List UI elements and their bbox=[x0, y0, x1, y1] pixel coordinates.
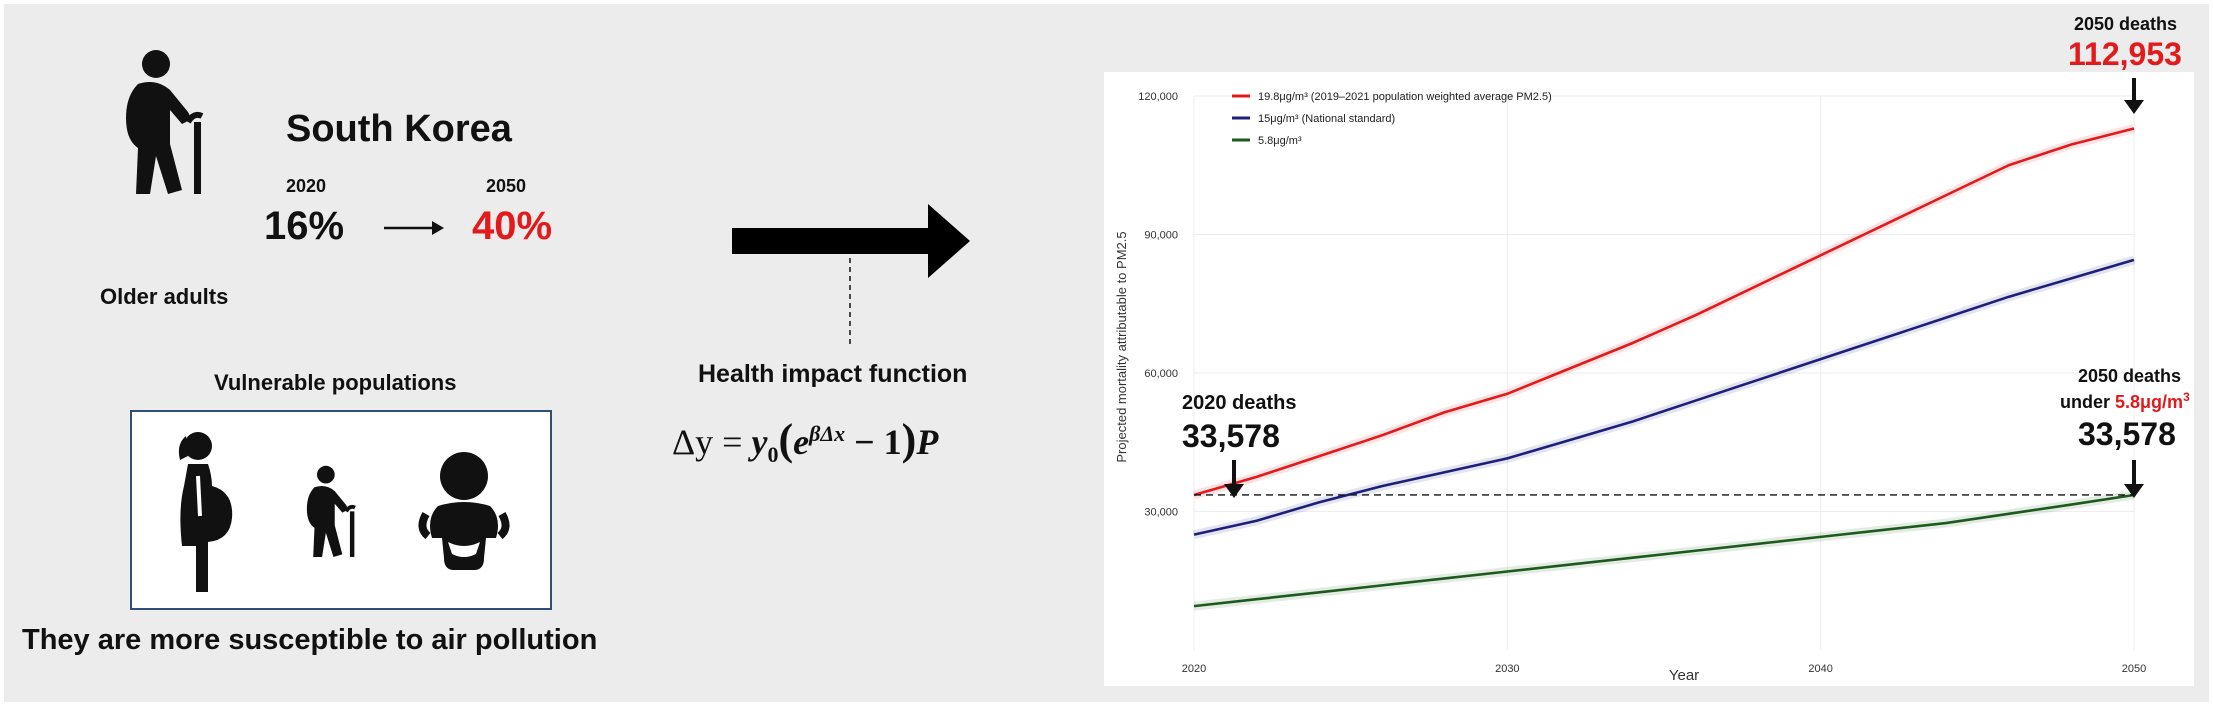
year-start-label: 2020 bbox=[286, 176, 327, 196]
y-tick-label: 90,000 bbox=[1144, 230, 1178, 242]
chart-panel: 30,000 60,000 90,000 120,000 2020 2030 2040 20… bbox=[1104, 72, 2194, 686]
elderly-person-icon bbox=[306, 465, 356, 557]
pct-end-value: 40% bbox=[472, 204, 553, 248]
x-tick-label: 2050 bbox=[2122, 663, 2146, 675]
figure-background: South Korea 2020 2050 16% 40% Older adul… bbox=[4, 4, 2209, 702]
equation-open-paren: ( bbox=[778, 415, 794, 464]
vulnerable-title: Vulnerable populations bbox=[214, 370, 457, 395]
legend-label: 5.8μg/m³ bbox=[1258, 135, 1302, 147]
down-arrow-icon bbox=[1224, 460, 1244, 498]
condition-under: under bbox=[2060, 392, 2116, 412]
equation-minus-one: − 1 bbox=[845, 422, 902, 462]
y-tick-label: 60,000 bbox=[1144, 368, 1178, 380]
year-end-label: 2050 bbox=[486, 176, 527, 196]
x-axis-ticks: 2020 2030 2040 2050 bbox=[1182, 663, 2146, 675]
chart-grid bbox=[1193, 95, 2135, 650]
equation-close-paren: ) bbox=[901, 415, 917, 464]
vulnerable-populations-box bbox=[130, 410, 552, 610]
series-line-2 bbox=[1193, 493, 2135, 608]
hif-title: Health impact function bbox=[698, 360, 968, 388]
susceptible-caption: They are more susceptible to air polluti… bbox=[22, 624, 598, 656]
right-arrow-icon bbox=[384, 221, 444, 235]
x-axis-label: Year bbox=[1669, 667, 1699, 684]
y-tick-label: 120,000 bbox=[1138, 91, 1178, 103]
equation-P: P bbox=[916, 422, 939, 462]
x-tick-label: 2040 bbox=[1808, 663, 1832, 675]
top-right-deaths-label: 2050 deaths bbox=[2074, 14, 2178, 34]
pct-start-value: 16% bbox=[264, 204, 345, 248]
legend-label: 19.8μg/m³ (2019–2021 population weighted… bbox=[1258, 91, 1552, 103]
equation-subscript: 0 bbox=[767, 442, 779, 468]
elderly-person-icon bbox=[126, 50, 204, 194]
equation-exponent: βΔx bbox=[809, 421, 846, 446]
y-tick-label: 30,000 bbox=[1144, 507, 1178, 519]
x-tick-label: 2020 bbox=[1182, 663, 1206, 675]
older-adults-label: Older adults bbox=[100, 284, 229, 309]
pregnant-woman-icon bbox=[178, 432, 233, 592]
series-line-1 bbox=[1193, 258, 2135, 536]
deaths-2050-value: 33,578 bbox=[2078, 416, 2176, 452]
series-confidence-band bbox=[1192, 124, 2136, 500]
deaths-2020-value: 33,578 bbox=[1182, 418, 1280, 454]
y-axis-ticks: 30,000 60,000 90,000 120,000 bbox=[1138, 91, 1178, 519]
down-arrow-icon bbox=[2124, 78, 2144, 114]
y-axis-label: Projected mortality attributable to PM2.… bbox=[1114, 231, 1129, 462]
chart-legend: 19.8μg/m³ (2019–2021 population weighted… bbox=[1232, 91, 1552, 147]
health-impact-equation: Δy = y0(eβΔx − 1)P bbox=[672, 414, 938, 468]
chart-series bbox=[1192, 124, 2136, 611]
equation-lhs: Δy = bbox=[672, 422, 752, 462]
big-right-arrow-icon bbox=[732, 204, 970, 278]
equation-y: y bbox=[751, 422, 768, 462]
top-right-deaths-value: 112,953 bbox=[2068, 36, 2182, 72]
dashed-connector bbox=[849, 258, 851, 346]
deaths-2020-label: 2020 deaths bbox=[1182, 392, 1297, 414]
deaths-2050-label: 2050 deaths bbox=[2078, 366, 2182, 386]
down-arrow-icon bbox=[2124, 460, 2144, 498]
x-tick-label: 2030 bbox=[1495, 663, 1519, 675]
equation-e: e bbox=[793, 422, 810, 462]
condition-superscript: 3 bbox=[2183, 390, 2190, 404]
series-line-0 bbox=[1193, 127, 2135, 497]
condition-concentration: 5.8μg/m bbox=[2115, 392, 2184, 412]
infant-icon bbox=[418, 452, 510, 570]
legend-label: 15μg/m³ (National standard) bbox=[1258, 113, 1395, 125]
country-title: South Korea bbox=[286, 108, 512, 150]
deaths-2050-condition: under 5.8μg/m3 bbox=[2060, 390, 2190, 413]
